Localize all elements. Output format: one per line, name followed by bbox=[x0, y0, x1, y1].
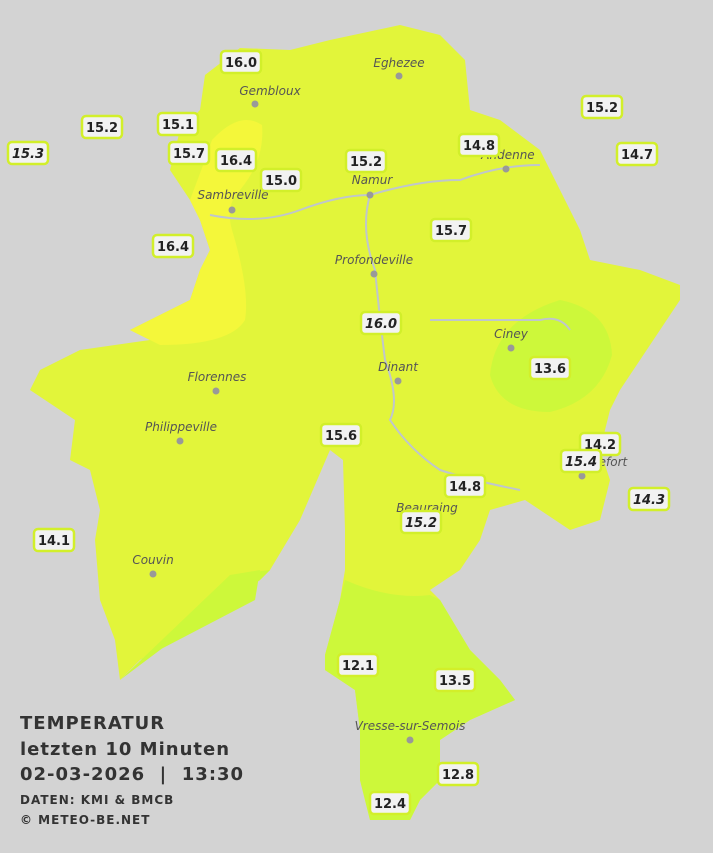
legend-copyright: © METEO-BE.NET bbox=[20, 813, 150, 827]
city-dot bbox=[578, 472, 586, 480]
station-value: 12.4 bbox=[374, 797, 406, 812]
legend-title: TEMPERATUR bbox=[20, 713, 165, 734]
station-box bbox=[151, 233, 195, 259]
station-box bbox=[344, 148, 388, 174]
station-box bbox=[368, 790, 412, 816]
station-box bbox=[359, 310, 403, 336]
city-dot bbox=[406, 736, 414, 744]
station-value: 13.6 bbox=[534, 362, 566, 377]
station-value: 15.2 bbox=[350, 155, 382, 170]
station-box bbox=[219, 49, 263, 75]
city-label: Dinant bbox=[378, 360, 419, 374]
station-value: 15.2 bbox=[86, 121, 118, 136]
city-label: Namur bbox=[352, 173, 394, 187]
warm-zone bbox=[130, 120, 263, 345]
legend-source: DATEN: KMI & BMCB bbox=[20, 793, 174, 807]
city-label: Ciney bbox=[494, 327, 529, 341]
city-dot bbox=[149, 570, 157, 578]
station-box bbox=[429, 217, 473, 243]
station-value: 16.0 bbox=[365, 317, 397, 332]
station-value: 14.8 bbox=[449, 480, 481, 495]
station-value: 14.1 bbox=[38, 534, 70, 549]
station-value: 14.8 bbox=[463, 139, 495, 154]
station-value: 15.7 bbox=[435, 224, 467, 239]
station-value: 12.1 bbox=[342, 659, 374, 674]
city-label: Gembloux bbox=[239, 84, 301, 98]
legend-datetime: 02-03-2026 | 13:30 bbox=[20, 764, 244, 785]
station-value: 14.7 bbox=[621, 148, 653, 163]
city-dot bbox=[251, 100, 259, 108]
city-dot bbox=[212, 387, 220, 395]
city-dot bbox=[395, 72, 403, 80]
station-box bbox=[436, 761, 480, 787]
station-box bbox=[580, 94, 624, 120]
city-dot bbox=[366, 191, 374, 199]
station-box bbox=[336, 652, 380, 678]
city-dot bbox=[394, 377, 402, 385]
city-label: Florennes bbox=[188, 370, 247, 384]
city-label: Couvin bbox=[132, 553, 173, 567]
station-box bbox=[167, 140, 211, 166]
station-box bbox=[433, 667, 477, 693]
legend-period: letzten 10 Minuten bbox=[20, 739, 230, 760]
city-label: Sambreville bbox=[197, 188, 268, 202]
cool-zone bbox=[325, 580, 515, 820]
city-dot bbox=[176, 437, 184, 445]
city-label: Eghezee bbox=[373, 56, 424, 70]
station-box bbox=[399, 509, 443, 535]
station-box bbox=[80, 114, 124, 140]
city-label: Profondeville bbox=[335, 253, 413, 267]
station-box bbox=[528, 355, 572, 381]
city-dot bbox=[507, 344, 515, 352]
cool-zone bbox=[120, 570, 270, 680]
station-value: 15.1 bbox=[162, 118, 194, 133]
station-box bbox=[156, 111, 200, 137]
station-box bbox=[443, 473, 487, 499]
station-value: 15.3 bbox=[12, 147, 44, 162]
station-value: 15.0 bbox=[265, 174, 297, 189]
station-value: 15.6 bbox=[325, 429, 357, 444]
station-value: 14.3 bbox=[633, 493, 665, 508]
station-value: 15.7 bbox=[173, 147, 205, 162]
city-label: Philippeville bbox=[145, 420, 217, 434]
station-box bbox=[32, 527, 76, 553]
station-value: 15.4 bbox=[565, 455, 597, 470]
station-value: 12.8 bbox=[442, 768, 474, 783]
station-value: 16.0 bbox=[225, 56, 257, 71]
station-box bbox=[259, 167, 303, 193]
station-value: 13.5 bbox=[439, 674, 471, 689]
station-value: 16.4 bbox=[157, 240, 189, 255]
station-box bbox=[214, 147, 258, 173]
station-box bbox=[6, 140, 50, 166]
station-box bbox=[457, 132, 501, 158]
station-box bbox=[319, 422, 363, 448]
station-box bbox=[559, 448, 603, 474]
city-dot bbox=[502, 165, 510, 173]
station-value: 16.4 bbox=[220, 154, 252, 169]
station-value: 15.2 bbox=[405, 516, 437, 531]
city-dot bbox=[228, 206, 236, 214]
city-dot bbox=[370, 270, 378, 278]
station-value: 15.2 bbox=[586, 101, 618, 116]
station-box bbox=[615, 141, 659, 167]
city-label: Vresse-sur-Semois bbox=[355, 719, 466, 733]
station-box bbox=[627, 486, 671, 512]
